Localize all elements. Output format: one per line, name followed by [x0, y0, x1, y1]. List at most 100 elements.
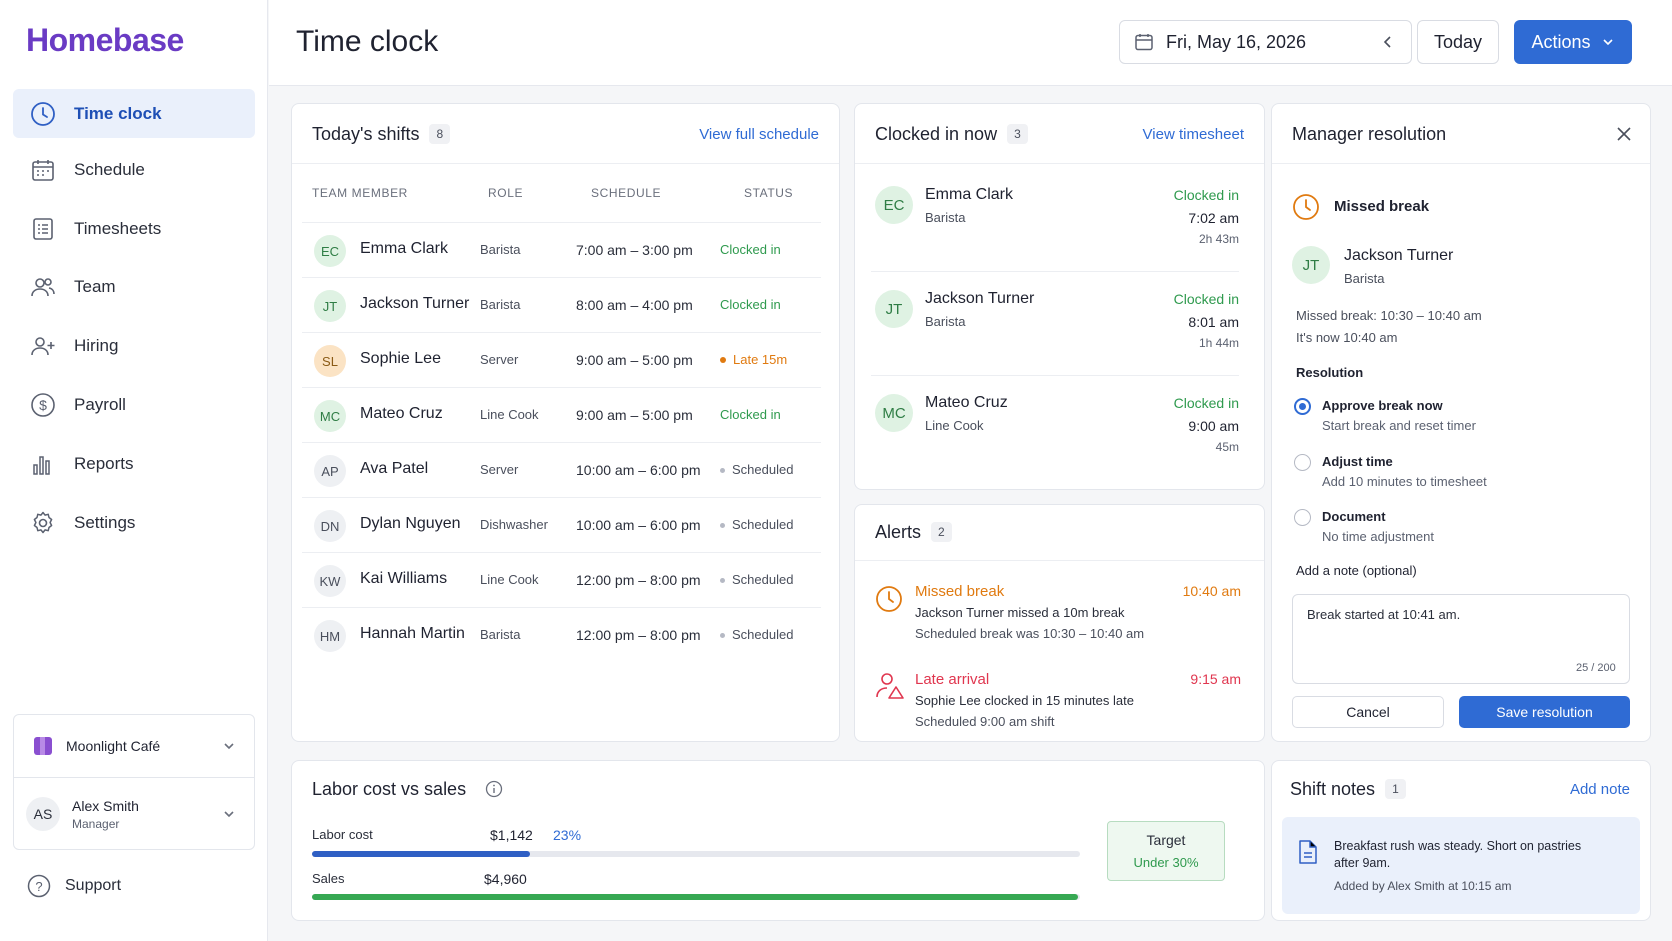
- view-full-schedule-link[interactable]: View full schedule: [699, 126, 819, 143]
- clock-alert-icon: [875, 585, 903, 613]
- help-icon: ?: [27, 874, 51, 898]
- table-row[interactable]: EC Emma Clark Barista 7:00 am – 3:00 pm Cloc…: [302, 222, 821, 277]
- labor-cost-bar-fill: [312, 851, 531, 857]
- note-meta: Added by Alex Smith at 10:15 am: [1334, 879, 1512, 893]
- svg-text:$: $: [39, 397, 47, 413]
- status-text: Scheduled: [732, 627, 794, 642]
- sales-label: Sales: [312, 871, 345, 886]
- status-dot: [720, 468, 725, 473]
- employee-name: Jackson Turner: [1344, 247, 1454, 264]
- table-row[interactable]: MC Mateo Cruz Line Cook 9:00 am – 5:00 pm Cl…: [302, 387, 821, 442]
- card-header: Today's shifts 8 View full schedule: [292, 104, 839, 164]
- gear-icon: [30, 510, 56, 536]
- note-item[interactable]: Breakfast rush was steady. Short on past…: [1282, 817, 1640, 914]
- team-member-name: Hannah Martin: [360, 625, 465, 642]
- sidebar-item-team[interactable]: Team: [13, 262, 255, 311]
- avatar: SL: [314, 345, 346, 377]
- labor-cost-percent: 23%: [553, 827, 582, 843]
- alert-description: Sophie Lee clocked in 15 minutes late: [915, 693, 1134, 708]
- table-row[interactable]: HM Hannah Martin Barista 12:00 pm – 8:00 pm…: [302, 607, 821, 662]
- actions-button[interactable]: Actions: [1514, 20, 1632, 64]
- card-title: Shift notes 1: [1290, 779, 1406, 800]
- avatar: KW: [314, 565, 346, 597]
- sidebar-item-label: Reports: [74, 453, 134, 473]
- table-row[interactable]: JT Jackson Turner Barista 8:00 am – 4:00 pm…: [302, 277, 821, 332]
- status-dot: [720, 357, 726, 363]
- alert-detail: Scheduled break was 10:30 – 10:40 am: [915, 626, 1145, 641]
- status-text: Late 15m: [733, 352, 788, 367]
- location-name: Moonlight Café: [66, 738, 161, 754]
- note-textarea[interactable]: [1292, 594, 1630, 684]
- team-member-name: Kai Williams: [360, 570, 448, 587]
- resolution-section-label: Resolution: [1296, 365, 1364, 380]
- sidebar-item-label: Timesheets: [74, 218, 162, 238]
- user-menu[interactable]: AS Alex Smith Manager: [14, 779, 254, 849]
- avatar: AP: [314, 455, 346, 487]
- date-picker[interactable]: Fri, May 16, 2026: [1119, 20, 1412, 64]
- status-text: Clocked in: [720, 407, 781, 422]
- support-link[interactable]: ? Support: [27, 874, 121, 898]
- alert-title: Missed break: [915, 583, 1005, 600]
- radio-button[interactable]: [1294, 398, 1311, 415]
- labor-cost-value: $1,142: [490, 827, 533, 843]
- alert-description: Jackson Turner missed a 10m break: [915, 605, 1125, 620]
- avatar: AS: [26, 797, 60, 831]
- note-text: Breakfast rush was steady. Short on past…: [1334, 839, 1582, 853]
- team-member-name: Dylan Nguyen: [360, 515, 461, 532]
- role: Barista: [480, 627, 521, 642]
- alert-time: 9:15 am: [1190, 671, 1241, 687]
- sidebar-item-hiring[interactable]: Hiring: [13, 321, 255, 370]
- team-icon: [30, 274, 56, 300]
- sidebar-item-settings[interactable]: Settings: [13, 498, 255, 547]
- actions-label: Actions: [1531, 31, 1591, 52]
- table-row[interactable]: SL Sophie Lee Server 9:00 am – 5:00 pm Late …: [302, 332, 821, 387]
- previous-day-button[interactable]: [1379, 33, 1397, 51]
- role: Barista: [925, 314, 966, 329]
- svg-text:?: ?: [35, 879, 42, 894]
- team-member-name: Sophie Lee: [360, 350, 441, 367]
- homebase-logo[interactable]: Homebase: [26, 22, 184, 58]
- team-member-name: Emma Clark: [925, 186, 1014, 203]
- sidebar-item-time-clock[interactable]: Time clock: [13, 89, 255, 138]
- elapsed-duration: 45m: [1215, 440, 1239, 454]
- avatar: MC: [875, 394, 913, 432]
- timesheet-icon: [30, 216, 56, 242]
- document-icon: [1296, 839, 1320, 865]
- team-member-name: Emma Clark: [360, 240, 449, 257]
- card-header: Clocked in now 3 View timesheet: [855, 104, 1264, 164]
- add-note-link[interactable]: Add note: [1569, 781, 1630, 798]
- radio-button[interactable]: [1294, 454, 1311, 471]
- bar-chart-icon: [30, 451, 56, 477]
- list-item[interactable]: JT Jackson Turner Barista Clocked in 8:01 am…: [871, 268, 1239, 376]
- avatar: MC: [314, 400, 346, 432]
- cancel-button[interactable]: Cancel: [1292, 696, 1444, 728]
- sidebar-item-schedule[interactable]: Schedule: [13, 145, 255, 194]
- radio-button[interactable]: [1294, 509, 1311, 526]
- status-text: Scheduled: [732, 517, 794, 532]
- table-row[interactable]: AP Ava Patel Server 10:00 am – 6:00 pm Sched…: [302, 442, 821, 497]
- alert-time: 10:40 am: [1182, 583, 1241, 599]
- status-text: Clocked in: [720, 242, 781, 257]
- close-icon[interactable]: [1616, 126, 1632, 142]
- org-switcher: Moonlight Café AS Alex Smith Manager: [13, 714, 255, 850]
- shift-notes-card: Shift notes 1 Add note Breakfast rush was…: [1271, 760, 1651, 921]
- avatar: JT: [314, 290, 346, 322]
- card-title-text: Today's shifts: [312, 124, 420, 144]
- list-item[interactable]: MC Mateo Cruz Line Cook Clocked in 9:00 am 45…: [871, 372, 1239, 480]
- column-header-team-member: TEAM MEMBER: [312, 186, 408, 200]
- sidebar-item-payroll[interactable]: $ Payroll: [13, 380, 255, 429]
- table-row[interactable]: KW Kai Williams Line Cook 12:00 pm – 8:00 p…: [302, 552, 821, 607]
- sidebar-item-reports[interactable]: Reports: [13, 439, 255, 488]
- role: Line Cook: [480, 407, 539, 422]
- sidebar-item-timesheets[interactable]: Timesheets: [13, 204, 255, 253]
- save-resolution-button[interactable]: Save resolution: [1459, 696, 1630, 728]
- view-timesheet-link[interactable]: View timesheet: [1142, 126, 1244, 143]
- calendar-icon: [30, 157, 56, 183]
- status-dot: [720, 633, 725, 638]
- location-selector[interactable]: Moonlight Café: [14, 715, 254, 778]
- table-row[interactable]: DN Dylan Nguyen Dishwasher 10:00 am – 6:00 …: [302, 497, 821, 552]
- today-button[interactable]: Today: [1417, 20, 1499, 64]
- support-label: Support: [65, 877, 122, 894]
- list-item[interactable]: EC Emma Clark Barista Clocked in 7:02 am 2h 4…: [871, 164, 1239, 272]
- info-icon[interactable]: [485, 780, 503, 798]
